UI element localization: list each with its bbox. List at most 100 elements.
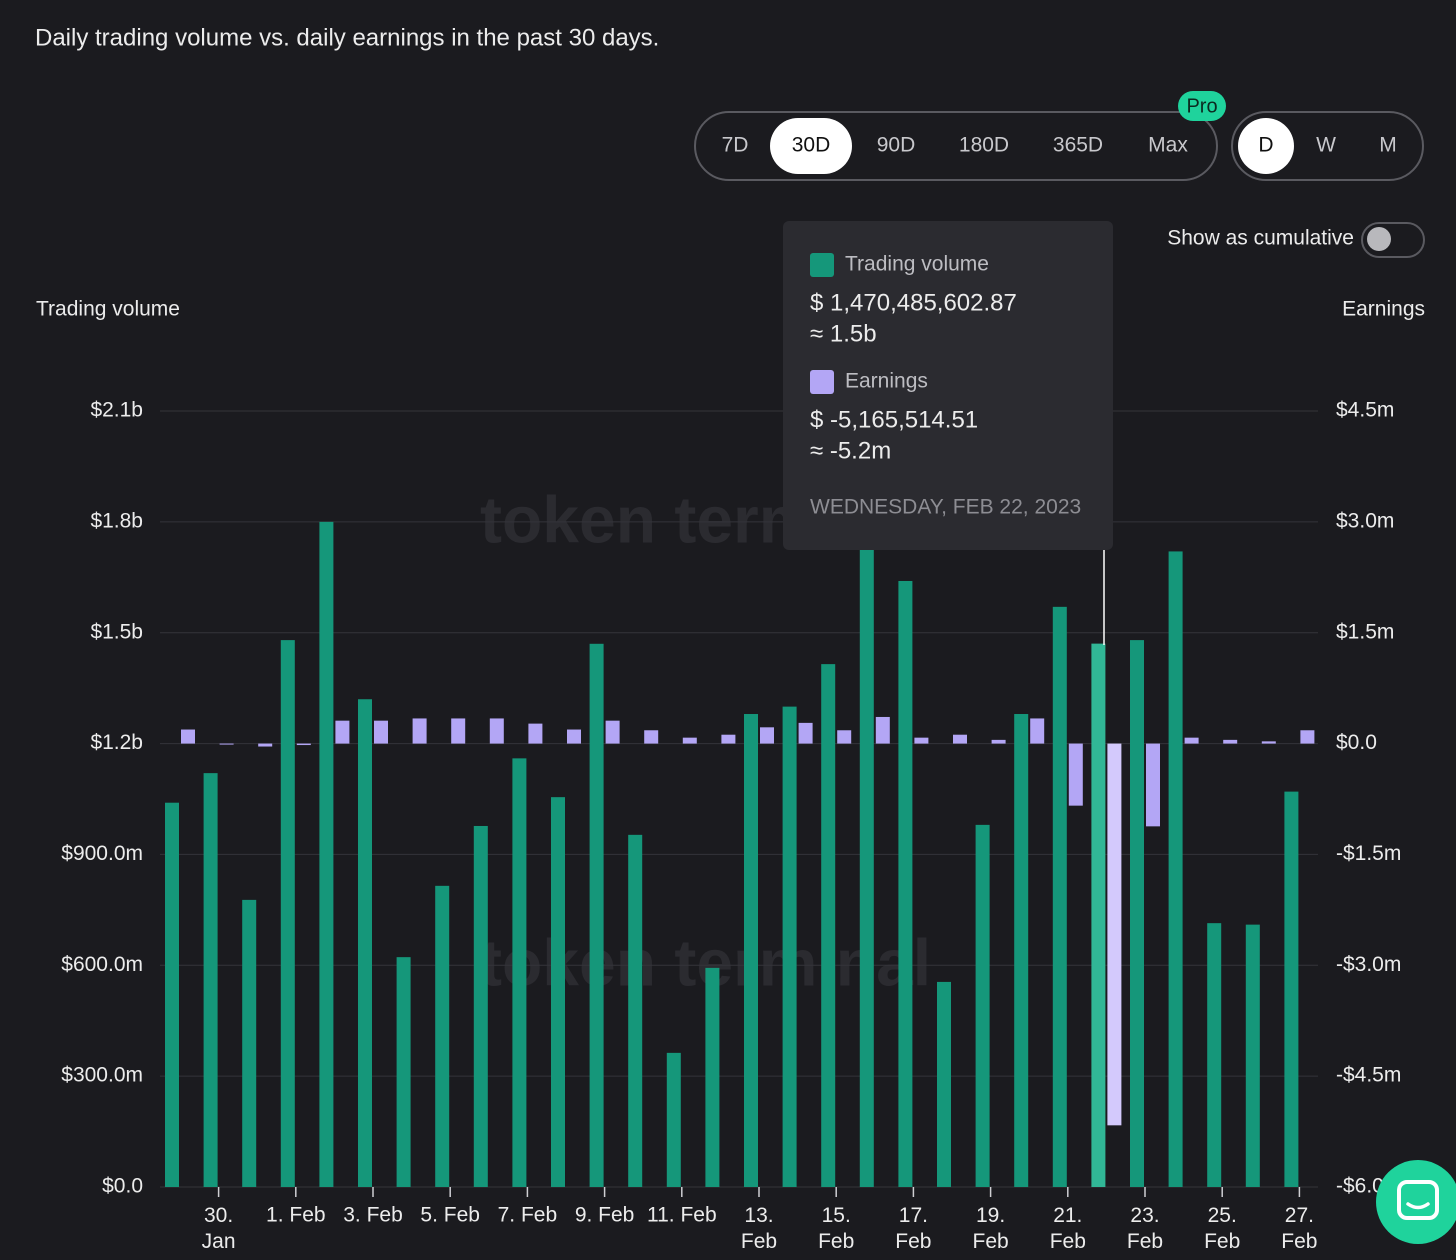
x-tick-label: 3. Feb bbox=[343, 1204, 403, 1227]
granularity-button[interactable]: W bbox=[1316, 134, 1336, 157]
x-tick-label: 17. Feb bbox=[895, 1204, 931, 1253]
bar bbox=[219, 743, 234, 745]
x-tick-label: 27. Feb bbox=[1281, 1204, 1317, 1253]
bar bbox=[335, 720, 350, 744]
bar bbox=[605, 720, 620, 744]
bar bbox=[296, 743, 311, 746]
bar bbox=[1130, 640, 1144, 1187]
bar bbox=[705, 967, 720, 1187]
granularity-group bbox=[1231, 111, 1424, 181]
x-tick-label: 23. Feb bbox=[1127, 1204, 1163, 1253]
bar bbox=[666, 1052, 681, 1187]
bar bbox=[1030, 718, 1045, 744]
bar bbox=[528, 723, 543, 744]
tooltip-date: WEDNESDAY, FEB 22, 2023 bbox=[810, 496, 1081, 519]
bar bbox=[1068, 743, 1083, 806]
x-tick-label: 25. Feb bbox=[1204, 1204, 1240, 1253]
bar bbox=[898, 580, 913, 1187]
page-title: Daily trading volume vs. daily earnings … bbox=[35, 24, 659, 51]
range-button[interactable]: 180D bbox=[959, 134, 1009, 157]
bar bbox=[489, 718, 504, 744]
bar bbox=[435, 885, 450, 1187]
pro-badge-text: Pro bbox=[1186, 95, 1217, 117]
toggle-knob bbox=[1367, 227, 1391, 251]
bar bbox=[374, 720, 388, 744]
bar bbox=[1014, 714, 1029, 1187]
legend-swatch bbox=[810, 370, 834, 394]
y-tick-label: $900.0m bbox=[61, 842, 143, 865]
bar bbox=[1184, 737, 1199, 744]
bar bbox=[721, 734, 736, 744]
chat-button[interactable] bbox=[1376, 1160, 1456, 1244]
bar bbox=[280, 640, 295, 1187]
y-tick-label: $0.0 bbox=[102, 1175, 143, 1198]
chat-circle[interactable] bbox=[1376, 1160, 1456, 1244]
bar bbox=[628, 834, 643, 1187]
granularity-button[interactable]: D bbox=[1258, 134, 1273, 157]
tooltip-approx: ≈ 1.5b bbox=[810, 320, 877, 347]
bar bbox=[1300, 730, 1315, 744]
range-button[interactable]: 7D bbox=[722, 134, 749, 157]
bar bbox=[1223, 739, 1238, 744]
y-tick-label: $2.1b bbox=[90, 399, 143, 422]
y-tick-label: $600.0m bbox=[61, 953, 143, 976]
bar bbox=[589, 643, 604, 1187]
bar bbox=[242, 899, 257, 1187]
bar bbox=[975, 824, 990, 1187]
bar bbox=[875, 716, 890, 744]
bar bbox=[1107, 743, 1122, 1126]
x-tick-label: 11. Feb bbox=[647, 1204, 717, 1227]
range-group bbox=[694, 111, 1218, 181]
range-button[interactable]: 30D bbox=[792, 134, 831, 157]
chat-icon-smile bbox=[1406, 1202, 1430, 1210]
bar bbox=[991, 739, 1006, 744]
bar bbox=[551, 797, 565, 1187]
x-tick-label: 7. Feb bbox=[498, 1204, 558, 1227]
tooltip-value: $ 1,470,485,602.87 bbox=[810, 289, 1017, 316]
cumulative-label: Show as cumulative bbox=[1167, 227, 1354, 250]
tooltip-value: $ -5,165,514.51 bbox=[810, 406, 978, 433]
bar bbox=[203, 773, 218, 1187]
x-tick-label: 30. Jan bbox=[202, 1204, 236, 1253]
bar bbox=[451, 718, 466, 744]
bar bbox=[396, 957, 411, 1187]
bar bbox=[1052, 606, 1067, 1187]
legend-label: Earnings bbox=[845, 370, 928, 393]
range-button[interactable]: 365D bbox=[1053, 134, 1103, 157]
bar bbox=[821, 664, 836, 1187]
x-tick-label: 15. Feb bbox=[818, 1204, 854, 1253]
tooltip-approx: ≈ -5.2m bbox=[810, 437, 891, 464]
bar bbox=[412, 718, 427, 744]
bar bbox=[1245, 924, 1260, 1187]
x-tick-label: 13. Feb bbox=[741, 1204, 777, 1253]
bar bbox=[682, 737, 697, 744]
bar bbox=[1146, 743, 1160, 827]
range-button[interactable]: 90D bbox=[877, 134, 916, 157]
y-tick-label: $300.0m bbox=[61, 1064, 143, 1087]
range-button[interactable]: Max bbox=[1148, 134, 1188, 157]
bar bbox=[744, 714, 758, 1187]
granularity-button[interactable]: M bbox=[1379, 134, 1397, 157]
bar bbox=[859, 544, 874, 1187]
x-tick-label: 9. Feb bbox=[575, 1204, 635, 1227]
x-tick-label: 19. Feb bbox=[973, 1204, 1009, 1253]
y2-tick-label: $4.5m bbox=[1336, 399, 1394, 422]
y2-tick-label: $1.5m bbox=[1336, 620, 1394, 643]
y2-tick-label: -$4.5m bbox=[1336, 1064, 1401, 1087]
bar bbox=[258, 743, 273, 747]
bar bbox=[760, 727, 774, 744]
tooltip-box bbox=[783, 221, 1113, 550]
bar bbox=[914, 737, 929, 744]
bar bbox=[319, 521, 334, 1187]
bar bbox=[1284, 791, 1299, 1187]
y-tick-label: $1.5b bbox=[90, 620, 143, 643]
bar bbox=[1261, 741, 1276, 744]
bar bbox=[644, 730, 659, 744]
x-tick-label: 1. Feb bbox=[266, 1204, 326, 1227]
bar bbox=[1091, 643, 1106, 1187]
y-tick-label: $1.8b bbox=[90, 509, 143, 532]
pro-badge bbox=[1178, 91, 1226, 121]
legend-label: Trading volume bbox=[845, 253, 989, 276]
